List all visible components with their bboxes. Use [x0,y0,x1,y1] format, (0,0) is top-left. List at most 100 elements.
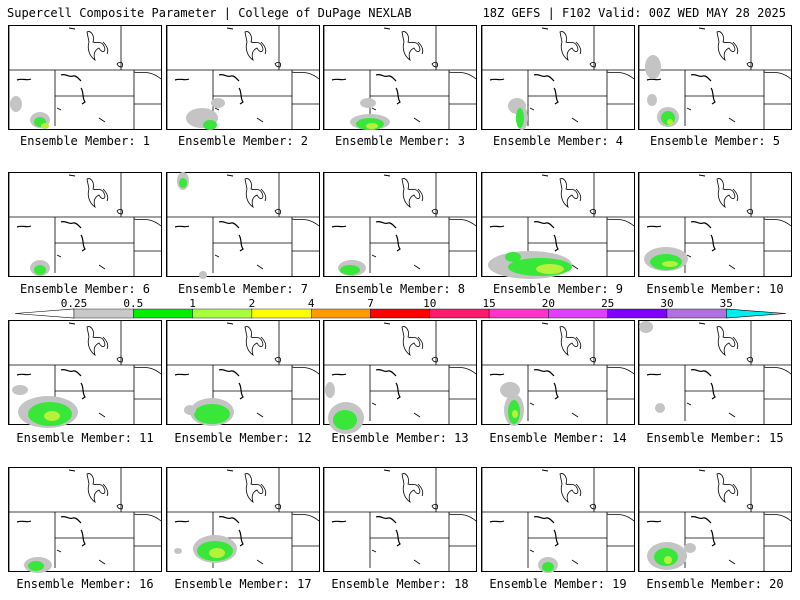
river [375,220,397,229]
river [60,220,82,229]
scale-tick-label: 7 [367,297,374,310]
river [16,78,32,81]
ensemble-panel-12 [166,320,320,425]
basemap [482,173,634,276]
river [710,529,716,547]
ensemble-member-label: Ensemble Member: 4 [492,134,624,148]
basemap [167,468,319,571]
ensemble-panel-11 [8,320,162,425]
ensemble-panel-4 [481,25,635,130]
river [60,73,82,82]
basemap [482,468,634,571]
scale-segment [370,308,430,319]
lake-outline [86,178,106,208]
basemap [324,468,476,571]
lake-outline [559,31,579,61]
scale-tick-label: 20 [542,297,555,310]
ensemble-panel-3 [323,25,477,130]
ensemble-member-label: Ensemble Member: 11 [16,431,154,445]
basemap [9,468,161,571]
river [553,87,559,105]
scale-segment [488,308,549,319]
scale-segment [429,308,490,319]
river [489,78,505,81]
scale-max-arrow [725,308,787,319]
river [646,520,662,523]
ensemble-member-label: Ensemble Member: 12 [174,431,312,445]
basemap [324,321,476,424]
river [533,515,555,524]
basemap [9,321,161,424]
river [331,373,347,376]
river [533,220,555,229]
river [238,529,244,547]
river [489,373,505,376]
header-valid-time: 18Z GEFS | F102 Valid: 00Z WED MAY 28 20… [482,6,786,20]
river [395,382,401,400]
river [174,373,190,376]
lake-outline [401,473,421,503]
ensemble-panel-8 [323,172,477,277]
ensemble-member-label: Ensemble Member: 6 [19,282,151,296]
lake-outline [716,31,736,61]
river [174,78,190,81]
scale-tick-label: 0.25 [61,297,88,310]
ensemble-panel-7 [166,172,320,277]
lake-outline [716,473,736,503]
river [375,368,397,377]
river [238,87,244,105]
scale-min-arrow [14,308,75,319]
river [553,382,559,400]
river [16,373,32,376]
scale-tick-label: 4 [308,297,315,310]
river [16,520,32,523]
basemap [639,321,791,424]
ensemble-member-label: Ensemble Member: 20 [646,577,784,591]
scale-tick-label: 10 [423,297,436,310]
ensemble-panel-6 [8,172,162,277]
basemap [482,321,634,424]
river [80,529,86,547]
river [690,515,712,524]
river [533,73,555,82]
lake-outline [401,326,421,356]
ensemble-member-label: Ensemble Member: 19 [489,577,627,591]
river [395,234,401,252]
ensemble-member-label: Ensemble Member: 15 [646,431,784,445]
river [395,529,401,547]
ensemble-panel-10 [638,172,792,277]
river [489,520,505,523]
ensemble-member-label: Ensemble Member: 16 [16,577,154,591]
header-title: Supercell Composite Parameter | College … [7,6,412,20]
scale-segment [192,308,253,319]
basemap [639,26,791,129]
river [375,515,397,524]
ensemble-panel-15 [638,320,792,425]
lake-outline [716,178,736,208]
ensemble-panel-17 [166,467,320,572]
scale-segment [311,308,371,319]
lake-outline [559,473,579,503]
river [646,78,662,81]
basemap [324,173,476,276]
scale-tick-label: 35 [720,297,733,310]
scale-tick-label: 30 [660,297,673,310]
scale-tick-label: 1 [189,297,196,310]
river [60,368,82,377]
scale-segment [666,308,727,319]
river [375,73,397,82]
lake-outline [86,473,106,503]
ensemble-panel-9 [481,172,635,277]
scale-segment [548,308,608,319]
lake-outline [86,326,106,356]
scale-tick-label: 25 [601,297,614,310]
lake-outline [86,31,106,61]
ensemble-member-label: Ensemble Member: 17 [174,577,312,591]
river [238,234,244,252]
scale-tick-label: 2 [249,297,256,310]
ensemble-member-label: Ensemble Member: 14 [489,431,627,445]
basemap [9,173,161,276]
river [553,529,559,547]
ensemble-panel-16 [8,467,162,572]
ensemble-panel-14 [481,320,635,425]
